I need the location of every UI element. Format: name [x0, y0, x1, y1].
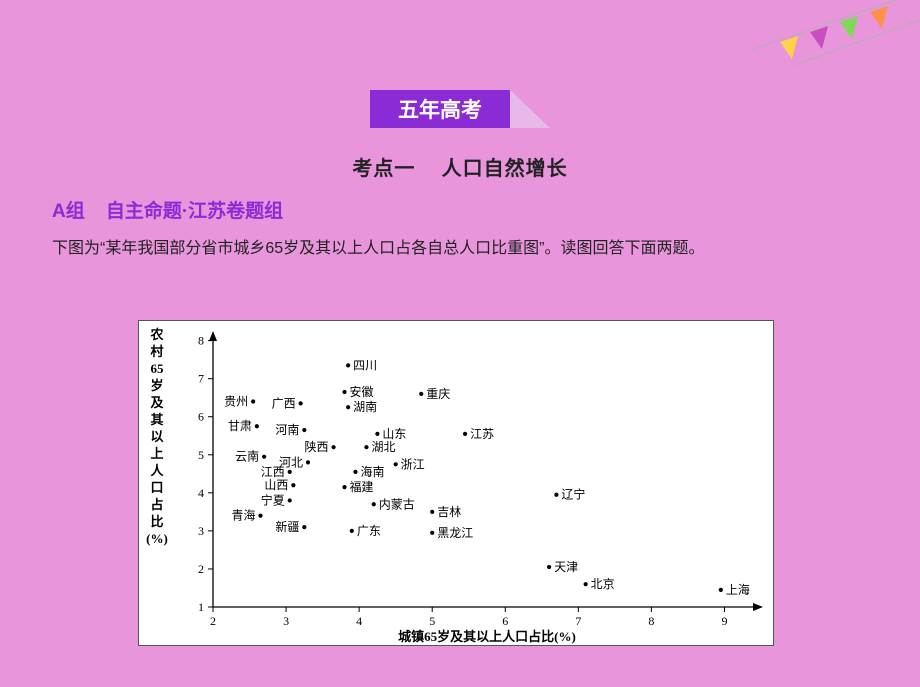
title-banner: 五年高考 [370, 90, 550, 128]
svg-text:河南: 河南 [275, 422, 299, 437]
banner-title: 五年高考 [370, 90, 510, 128]
svg-text:贵州: 贵州 [224, 395, 248, 409]
svg-text:人: 人 [150, 463, 164, 478]
svg-text:甘肃: 甘肃 [228, 419, 252, 433]
svg-text:安徽: 安徽 [350, 384, 374, 399]
svg-text:四川: 四川 [353, 358, 377, 372]
group-line: A组 自主命题·江苏卷题组 [52, 196, 283, 223]
svg-text:北京: 北京 [591, 577, 615, 591]
svg-text:福建: 福建 [350, 479, 374, 494]
svg-text:吉林: 吉林 [437, 505, 461, 519]
svg-text:及: 及 [150, 395, 164, 410]
svg-text:海南: 海南 [360, 464, 384, 479]
svg-text:65: 65 [151, 361, 165, 376]
svg-text:4: 4 [198, 486, 204, 500]
svg-text:比: 比 [150, 514, 163, 529]
subtitle-label: 考点一 [352, 158, 415, 180]
svg-text:广东: 广东 [357, 524, 381, 538]
svg-text:湖南: 湖南 [353, 399, 377, 414]
svg-text:广西: 广西 [272, 396, 296, 410]
group-text: 自主命题·江苏卷题组 [106, 201, 283, 222]
svg-text:内蒙古: 内蒙古 [379, 496, 415, 511]
svg-text:7: 7 [198, 372, 204, 386]
svg-text:天津: 天津 [554, 560, 578, 574]
svg-text:黑龙江: 黑龙江 [437, 526, 473, 540]
svg-text:农: 农 [149, 327, 163, 342]
svg-text:5: 5 [198, 448, 204, 462]
scatter-chart: 2345678912345678城镇65岁及其以上人口占比(%)农村65岁及其以… [138, 320, 774, 646]
group-label: A组 [52, 201, 85, 222]
subtitle: 考点一 人口自然增长 [352, 152, 567, 181]
svg-text:山东: 山东 [382, 427, 406, 441]
svg-text:村: 村 [150, 344, 163, 359]
svg-text:2: 2 [210, 614, 216, 628]
svg-text:8: 8 [648, 614, 654, 628]
svg-text:江苏: 江苏 [470, 427, 494, 441]
svg-text:1: 1 [198, 600, 204, 614]
svg-text:江西: 江西 [261, 465, 285, 479]
subtitle-text: 人口自然增长 [442, 158, 568, 180]
svg-text:3: 3 [198, 524, 204, 538]
svg-text:8: 8 [198, 334, 204, 348]
svg-text:上海: 上海 [726, 582, 750, 597]
svg-text:山西: 山西 [264, 478, 288, 492]
svg-text:3: 3 [283, 614, 289, 628]
body-text: 下图为“某年我国部分省市城乡65岁及其以上人口占各自总人口比重图”。读图回答下面… [52, 232, 868, 266]
svg-text:上: 上 [150, 446, 163, 461]
svg-text:9: 9 [721, 614, 727, 628]
svg-text:浙江: 浙江 [401, 457, 425, 471]
svg-text:岁: 岁 [150, 378, 163, 393]
svg-text:其: 其 [150, 412, 163, 427]
svg-text:(%): (%) [146, 531, 168, 546]
banner-triangle [510, 90, 550, 128]
bunting-decoration [750, 0, 920, 90]
svg-text:宁夏: 宁夏 [261, 492, 285, 507]
svg-text:5: 5 [429, 614, 435, 628]
svg-text:重庆: 重庆 [426, 387, 450, 401]
svg-text:4: 4 [356, 614, 362, 628]
svg-text:湖北: 湖北 [371, 439, 395, 454]
svg-text:6: 6 [502, 614, 508, 628]
svg-text:6: 6 [198, 410, 204, 424]
svg-text:7: 7 [575, 614, 581, 628]
svg-text:云南: 云南 [235, 449, 259, 464]
svg-text:陕西: 陕西 [305, 439, 329, 454]
svg-text:口: 口 [150, 480, 163, 495]
svg-text:城镇65岁及其以上人口占比(%): 城镇65岁及其以上人口占比(%) [398, 629, 576, 644]
svg-text:占: 占 [150, 497, 163, 512]
svg-text:新疆: 新疆 [275, 519, 299, 534]
svg-text:2: 2 [198, 562, 204, 576]
svg-text:以: 以 [150, 429, 163, 444]
svg-text:辽宁: 辽宁 [561, 487, 585, 502]
svg-text:青海: 青海 [231, 508, 255, 523]
